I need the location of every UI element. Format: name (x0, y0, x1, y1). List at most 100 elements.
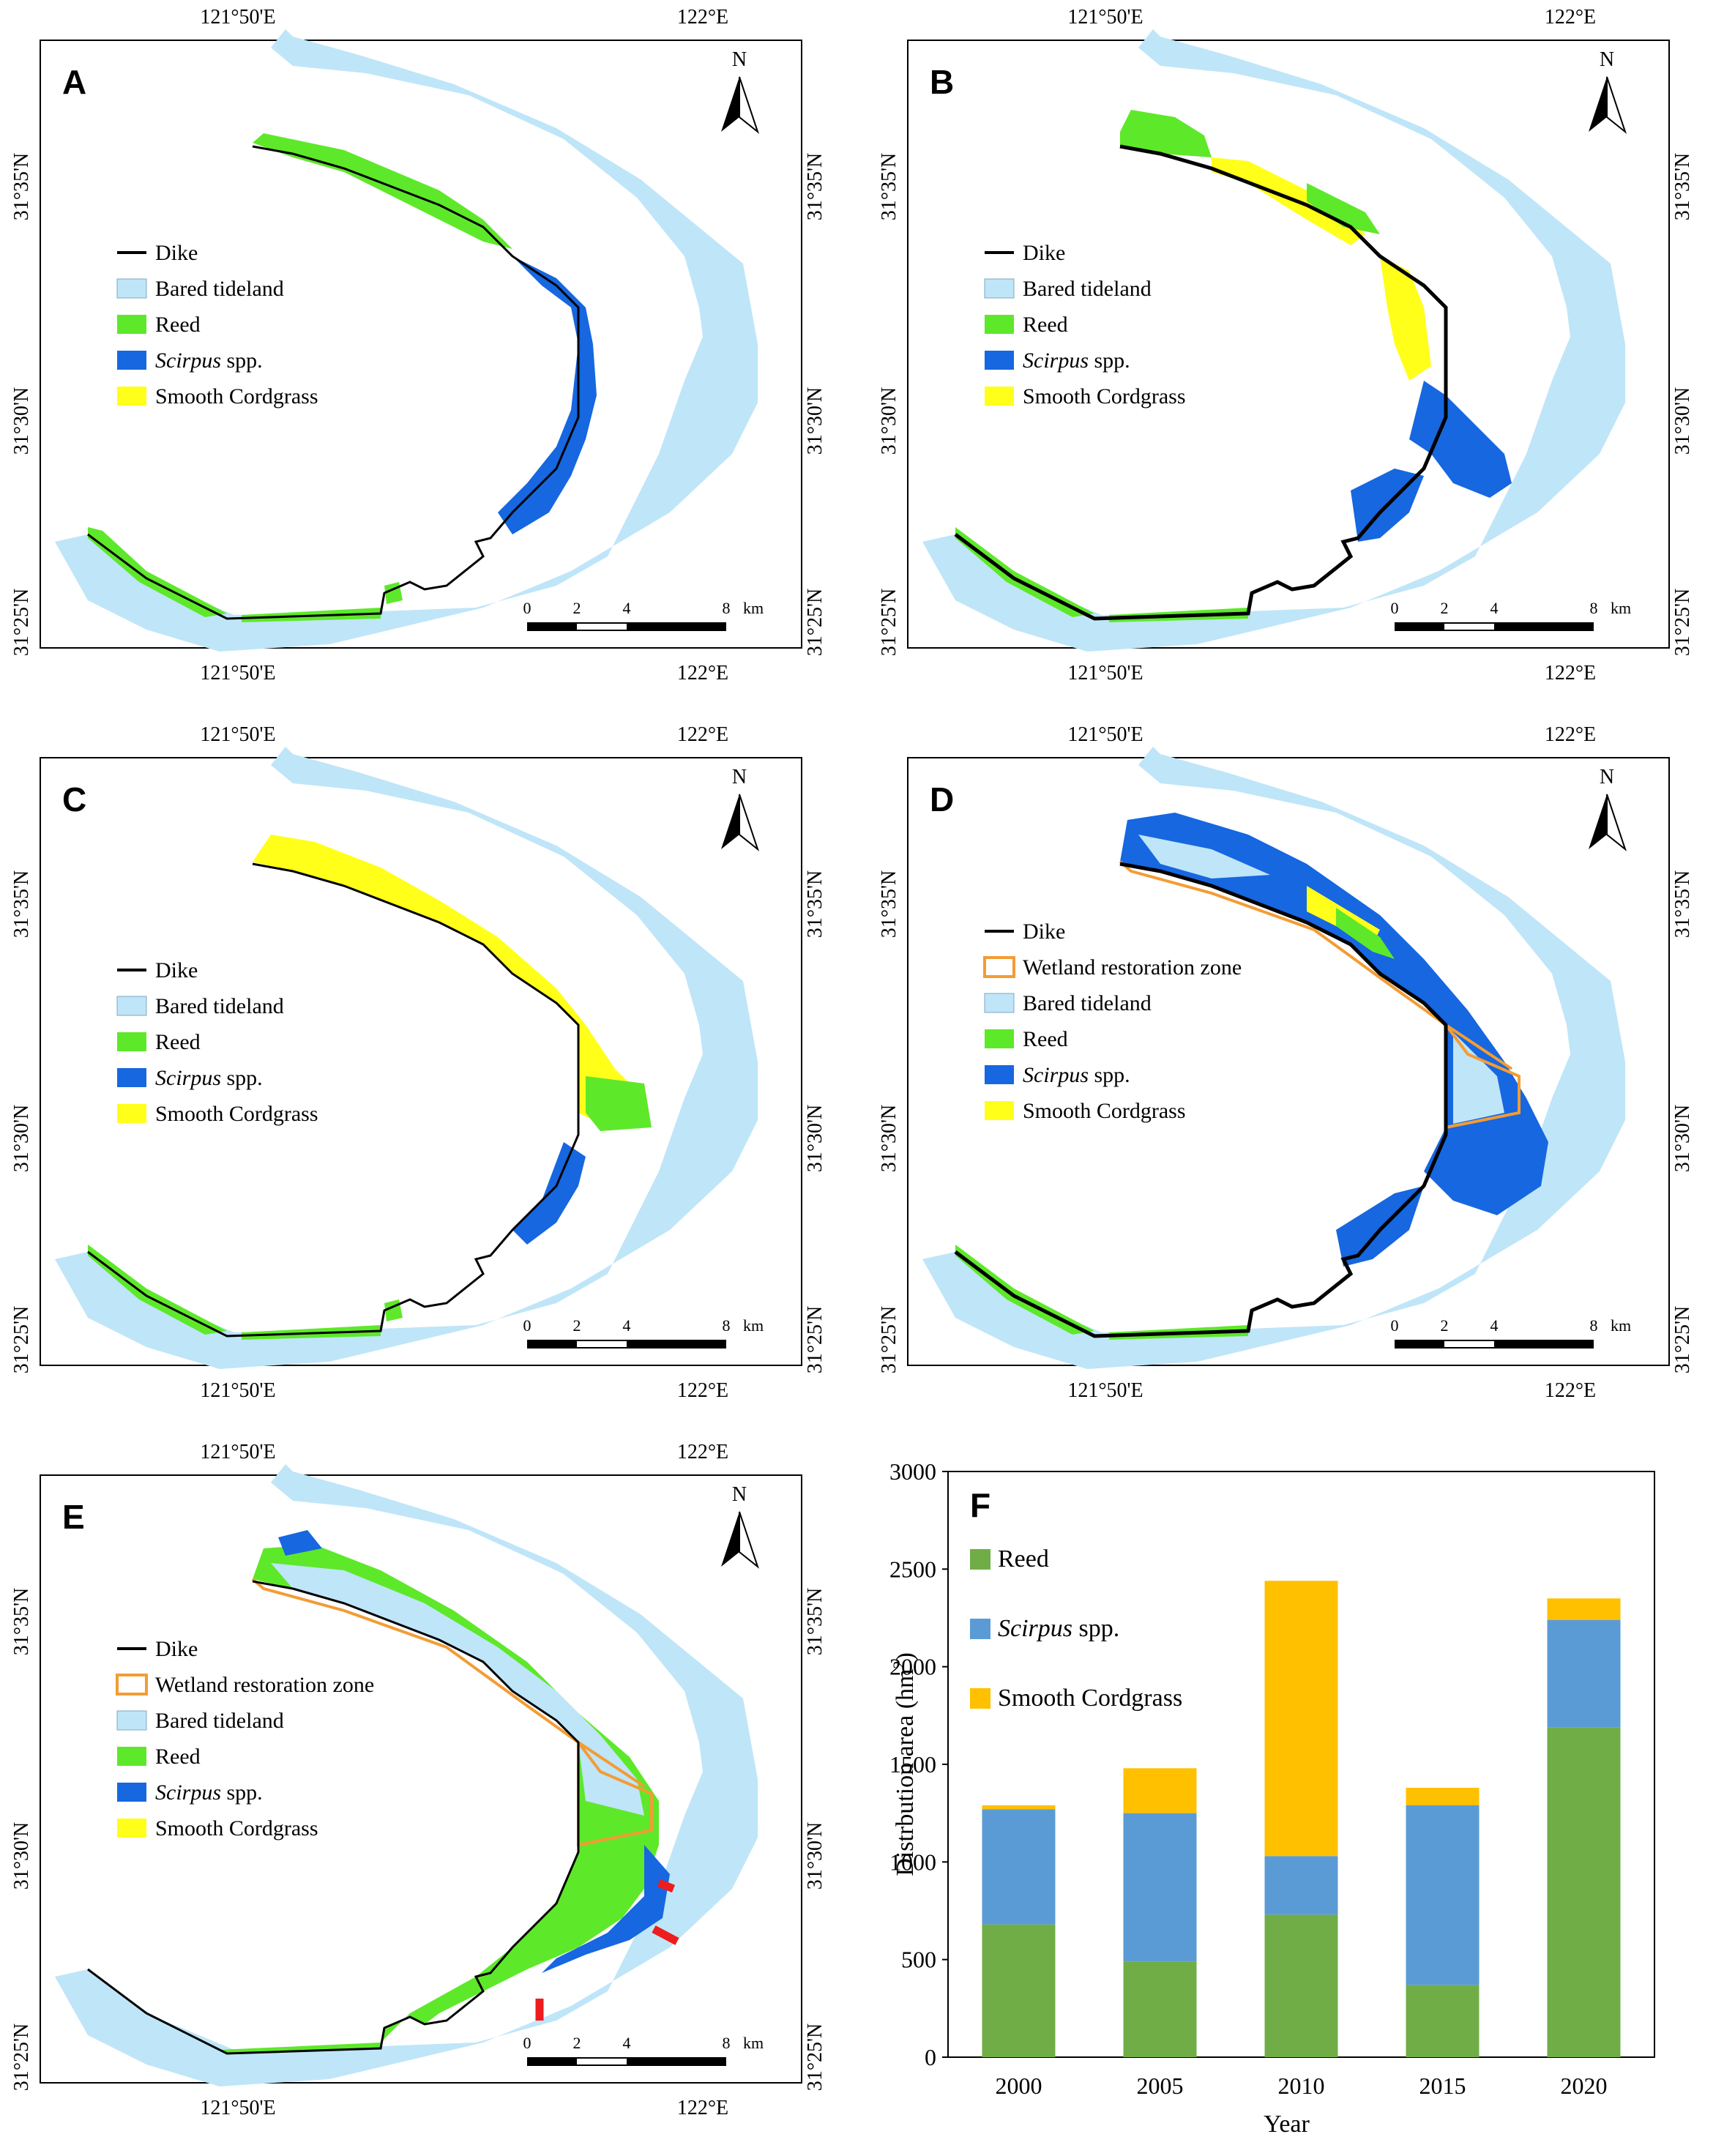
legend-label-text: spp. (221, 348, 263, 373)
legend-scirpus-swatch (985, 351, 1014, 370)
map-panel-c: C N 0 2 4 8 km 121°50'E 121°50'E 122°E 122°E 31°35'… (0, 717, 868, 1435)
legend-label-text: Smooth Cordgrass (155, 1102, 318, 1126)
dike-line (954, 144, 1448, 621)
map-svg: B N 0 2 4 8 km 121°50'E 121°50'E 122°E 122°E 31°35'… (878, 6, 1694, 685)
legend-label-text: Smooth Cordgrass (155, 384, 318, 409)
longitude-label: 121°50'E (1067, 6, 1143, 29)
scale-tick-label: 2 (1441, 1316, 1449, 1335)
scale-bar-segment (577, 1341, 627, 1347)
legend-label-text: Smooth Cordgrass (1023, 1099, 1186, 1123)
bar-scirpus (1264, 1856, 1338, 1915)
scale-bar-segment (577, 624, 627, 630)
dike-line (87, 145, 580, 620)
scale-tick-label: 2 (573, 2034, 581, 2052)
latitude-label: 31°30'N (10, 1105, 33, 1172)
panel-label: D (930, 780, 954, 818)
panel-label: F (970, 1486, 990, 1524)
x-tick-label: 2015 (1419, 2073, 1466, 2099)
legend-label: Reed (1023, 313, 1068, 337)
bar-cordgrass (1123, 1768, 1197, 1813)
panel-label: B (930, 63, 954, 101)
transect-marker (657, 1879, 676, 1893)
y-tick-label: 2500 (889, 1556, 936, 1582)
legend-label-text: Dike (155, 1637, 198, 1661)
scale-tick-label: 8 (1590, 599, 1598, 617)
legend-label: Bared tideland (155, 994, 284, 1018)
bar-scirpus (1547, 1619, 1621, 1728)
dike-line (87, 1580, 580, 2055)
longitude-label: 122°E (1545, 662, 1596, 685)
legend-label-text: spp. (1072, 1615, 1119, 1642)
scirpus-patch (278, 1530, 322, 1556)
legend-label-text: Dike (1023, 241, 1065, 265)
legend-label-text: Dike (155, 241, 198, 265)
legend-label-text: spp. (221, 1066, 263, 1090)
scale-tick-label: 4 (623, 2034, 631, 2052)
legend-label-text: Reed (1023, 313, 1068, 337)
reed-patch (88, 1245, 227, 1335)
reed-patch (88, 527, 227, 617)
legend-label: Reed (155, 1030, 201, 1054)
legend-label: Dike (155, 958, 198, 982)
legend-label: Scirpus spp. (998, 1615, 1119, 1642)
longitude-label: 122°E (677, 723, 728, 746)
longitude-label: 122°E (1545, 723, 1596, 746)
scirpus-patch (542, 1845, 670, 1973)
reed-patch (955, 1245, 1094, 1335)
legend-label-italic: Scirpus (1023, 348, 1089, 373)
latitude-label: 31°30'N (804, 387, 827, 455)
scale-tick-label: 2 (573, 599, 581, 617)
bar-reed (1264, 1914, 1338, 2057)
chart-svg: 0 500 1000 1500 2000 2500 3000 2000 2005 2010 2015… (889, 1458, 1655, 2138)
north-arrow-icon (1589, 794, 1607, 849)
bar-cordgrass (1547, 1598, 1621, 1620)
north-arrow-icon (721, 794, 739, 849)
scale-tick-label: 4 (1490, 1316, 1499, 1335)
tideland-patch (1138, 835, 1270, 879)
bar-scirpus (1406, 1805, 1480, 1985)
legend-label-text: Reed (998, 1545, 1049, 1573)
map-frame (40, 1474, 802, 2084)
legend-reed-swatch (985, 315, 1014, 334)
legend-label: Scirpus spp. (1023, 348, 1130, 373)
latitude-label: 31°25'N (10, 2023, 33, 2091)
legend-zone-symbol (983, 956, 1015, 978)
scale-tick-label: 4 (1490, 599, 1499, 617)
longitude-label: 121°50'E (200, 1379, 275, 1402)
scale-tick-label: 8 (723, 1316, 731, 1335)
legend-cordgrass-swatch (117, 387, 146, 406)
latitude-label: 31°35'N (10, 870, 33, 938)
scale-unit-label: km (743, 599, 764, 617)
map-svg: A N 0 2 4 8 km 121°50'E 121°50'E 122°E 122°E 31°35'… (10, 6, 827, 685)
panel-label: E (62, 1498, 85, 1536)
legend-label: Scirpus spp. (155, 348, 263, 373)
y-tick-label: 2000 (889, 1654, 936, 1680)
bar-cordgrass (1264, 1581, 1338, 1857)
reed-patch (220, 1545, 659, 2054)
legend-label: Dike (1023, 241, 1065, 265)
scale-tick-label: 0 (523, 1316, 531, 1335)
legend-swatch (970, 1619, 990, 1639)
y-axis-title-end: ) (892, 1652, 919, 1660)
latitude-label: 31°25'N (804, 589, 827, 656)
reed-patch (1336, 908, 1395, 959)
x-tick-label: 2010 (1278, 2073, 1325, 2099)
tideland-patch (271, 1563, 644, 1816)
map-svg: E N 0 2 4 8 km 121°50'E 121°50'E 122°E 122°E 31°35'… (10, 1441, 827, 2119)
reed-patch (1120, 110, 1212, 157)
legend-label: Reed (155, 1745, 201, 1769)
scale-tick-label: 8 (723, 599, 731, 617)
legend-label-text: Reed (155, 1745, 201, 1769)
map-svg: C N 0 2 4 8 km 121°50'E 121°50'E 122°E 122°E 31°35'… (10, 723, 827, 1402)
legend-label: Bared tideland (155, 1709, 284, 1733)
legend-scirpus-swatch (985, 1065, 1014, 1084)
legend-label: Smooth Cordgrass (155, 384, 318, 409)
legend-reed-swatch (985, 1029, 1014, 1048)
latitude-label: 31°30'N (10, 387, 33, 455)
cordgrass-patch (1212, 157, 1365, 245)
reed-patch (955, 527, 1094, 617)
map-frame (40, 40, 802, 649)
y-axis-title-sup: 2 (889, 1661, 908, 1669)
north-arrow-icon (739, 794, 760, 851)
scale-tick-label: 8 (1590, 1316, 1598, 1335)
